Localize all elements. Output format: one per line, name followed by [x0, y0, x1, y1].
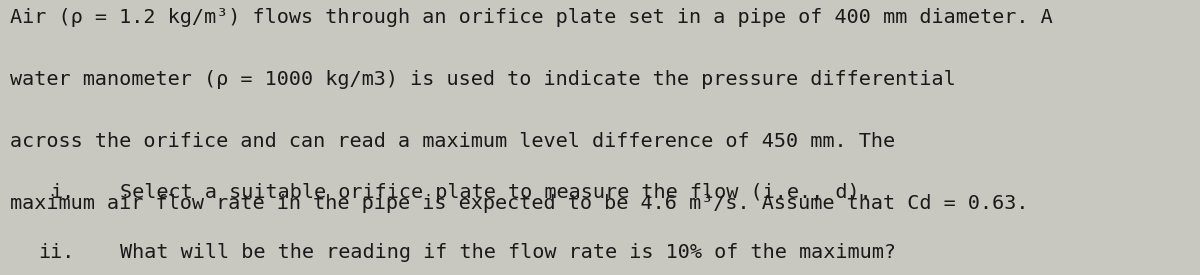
Text: i.: i.	[50, 183, 74, 202]
Text: maximum air flow rate in the pipe is expected to be 4.6 m³/s. Assume that Cd = 0: maximum air flow rate in the pipe is exp…	[10, 194, 1028, 213]
Text: ii.: ii.	[38, 243, 74, 262]
Text: What will be the reading if the flow rate is 10% of the maximum?: What will be the reading if the flow rat…	[120, 243, 896, 262]
Text: Air (ρ = 1.2 kg/m³) flows through an orifice plate set in a pipe of 400 mm diame: Air (ρ = 1.2 kg/m³) flows through an ori…	[10, 8, 1052, 27]
Text: across the orifice and can read a maximum level difference of 450 mm. The: across the orifice and can read a maximu…	[10, 132, 895, 151]
Text: water manometer (ρ = 1000 kg/m3) is used to indicate the pressure differential: water manometer (ρ = 1000 kg/m3) is used…	[10, 70, 955, 89]
Text: Select a suitable orifice plate to measure the flow (i.e., d).: Select a suitable orifice plate to measu…	[120, 183, 871, 202]
